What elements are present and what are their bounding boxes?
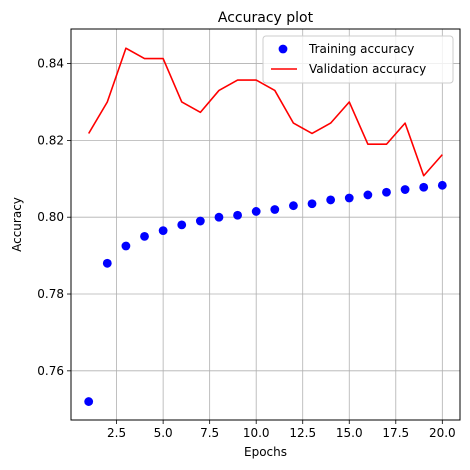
training-accuracy-point [177,220,187,230]
training-accuracy-point [400,185,410,194]
training-accuracy-point [419,182,429,192]
training-accuracy-point [233,210,242,220]
x-tick-label: 17.5 [382,426,409,440]
legend: Training accuracy Validation accuracy [262,35,454,84]
legend-marker-training [278,44,288,54]
legend-label-validation: Validation accuracy [309,62,426,76]
training-accuracy-point [195,216,205,226]
grid-layer [71,29,460,420]
y-axis-label: Accuracy [10,197,24,252]
y-tick-label: 0.84 [37,57,64,71]
legend-box [262,35,454,84]
y-tick-label: 0.80 [37,210,64,224]
training-accuracy-point [289,201,298,211]
tick-layer: 2.5 5.0 7.5 10.0 12.5 15.0 17.5 20.0 0.76 0.78 0.8… [37,57,455,440]
training-accuracy-point [102,258,112,268]
training-accuracy-point [307,199,317,209]
training-accuracy-point [344,193,354,203]
training-accuracy-point [382,187,391,197]
x-tick-label: 15.0 [336,426,363,440]
series-layer [84,47,447,406]
training-accuracy-point [326,195,336,205]
x-tick-label: 7.5 [200,426,219,440]
training-accuracy-point [84,397,94,406]
training-accuracy-point [270,205,280,214]
y-tick-label: 0.78 [37,287,64,301]
training-accuracy-point [251,207,261,216]
y-tick-label: 0.82 [37,133,64,147]
training-accuracy-point [158,226,168,236]
x-tick-label: 12.5 [289,426,316,440]
training-accuracy-point [121,241,131,251]
x-axis-label: Epochs [244,445,287,459]
x-tick-label: 5.0 [154,426,173,440]
y-tick-label: 0.76 [37,364,64,378]
training-accuracy-point [363,190,373,200]
plot-area-frame [70,28,461,421]
legend-label-training: Training accuracy [308,42,414,56]
x-tick-label: 10.0 [243,426,270,440]
training-accuracy-point [214,212,224,222]
chart-title: Accuracy plot [218,10,314,26]
training-accuracy-point [140,232,149,241]
training-accuracy-point [437,180,447,190]
x-tick-label: 2.5 [107,426,126,440]
x-tick-label: 20.0 [429,426,456,440]
validation-accuracy-line [87,47,443,177]
